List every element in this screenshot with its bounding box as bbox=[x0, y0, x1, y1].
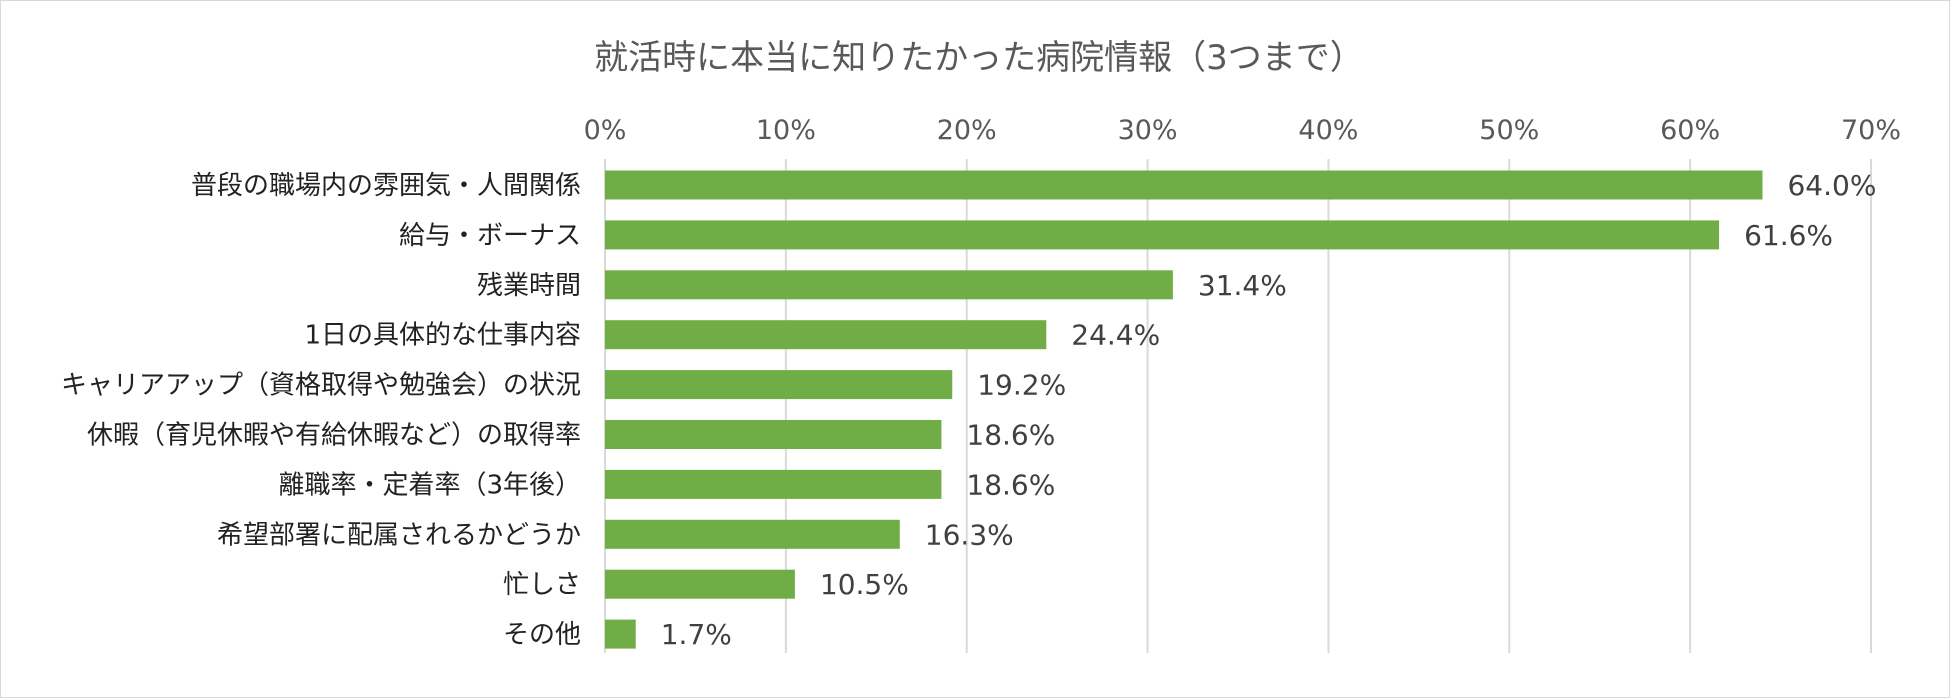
x-tick-label: 60% bbox=[1660, 115, 1720, 146]
data-label: 61.6% bbox=[1744, 219, 1833, 252]
bars bbox=[605, 170, 1763, 649]
bar bbox=[605, 569, 795, 599]
category-label: キャリアアップ（資格取得や勉強会）の状況 bbox=[61, 371, 581, 401]
data-labels: 64.0% 61.6% 31.4% 24.4%19.2% 18.6% 18.6% 16.3%… bbox=[661, 169, 1877, 651]
bar bbox=[605, 170, 1763, 200]
x-tick-label: 10% bbox=[756, 115, 816, 146]
category-label: 残業時間 bbox=[477, 271, 581, 301]
bar bbox=[605, 469, 942, 499]
category-label: 希望部署に配属されるかどうか bbox=[217, 520, 581, 550]
category-label: 普段の職場内の雰囲気・人間関係 bbox=[191, 171, 581, 201]
data-label: 16.3% bbox=[925, 518, 1014, 551]
bar bbox=[605, 220, 1720, 250]
bar bbox=[605, 519, 900, 549]
bar bbox=[605, 270, 1173, 300]
data-label: 19.2% bbox=[977, 369, 1066, 402]
category-label: その他 bbox=[503, 620, 581, 650]
x-tick-label: 70% bbox=[1841, 115, 1901, 146]
category-label: 1日の具体的な仕事内容 bbox=[304, 321, 581, 351]
data-label: 64.0% bbox=[1787, 169, 1876, 202]
x-tick-label: 0% bbox=[584, 115, 627, 146]
bar bbox=[605, 370, 953, 400]
x-tick-label: 50% bbox=[1479, 115, 1539, 146]
category-label: 給与・ボーナス bbox=[399, 221, 581, 251]
x-axis-ticks: 0% 10% 20% 30% 40% 50% 60% 70% bbox=[584, 115, 1901, 146]
data-label: 18.6% bbox=[966, 419, 1055, 452]
bar bbox=[605, 420, 942, 449]
data-label: 24.4% bbox=[1071, 319, 1160, 352]
category-label: 忙しさ bbox=[503, 570, 581, 600]
data-label: 18.6% bbox=[966, 468, 1055, 501]
data-label: 10.5% bbox=[820, 568, 909, 601]
data-label: 1.7% bbox=[661, 618, 732, 651]
category-label: 休暇（育児休暇や有給休暇など）の取得率 bbox=[87, 421, 581, 451]
category-label: 離職率・定着率（3年後） bbox=[278, 470, 581, 500]
x-tick-label: 30% bbox=[1118, 115, 1178, 146]
x-tick-label: 20% bbox=[937, 115, 997, 146]
x-tick-label: 40% bbox=[1298, 115, 1358, 146]
bar bbox=[605, 619, 636, 649]
data-label: 31.4% bbox=[1198, 269, 1287, 302]
bar bbox=[605, 320, 1047, 350]
chart-title: 就活時に本当に知りたかった病院情報（3つまで） bbox=[594, 38, 1364, 78]
